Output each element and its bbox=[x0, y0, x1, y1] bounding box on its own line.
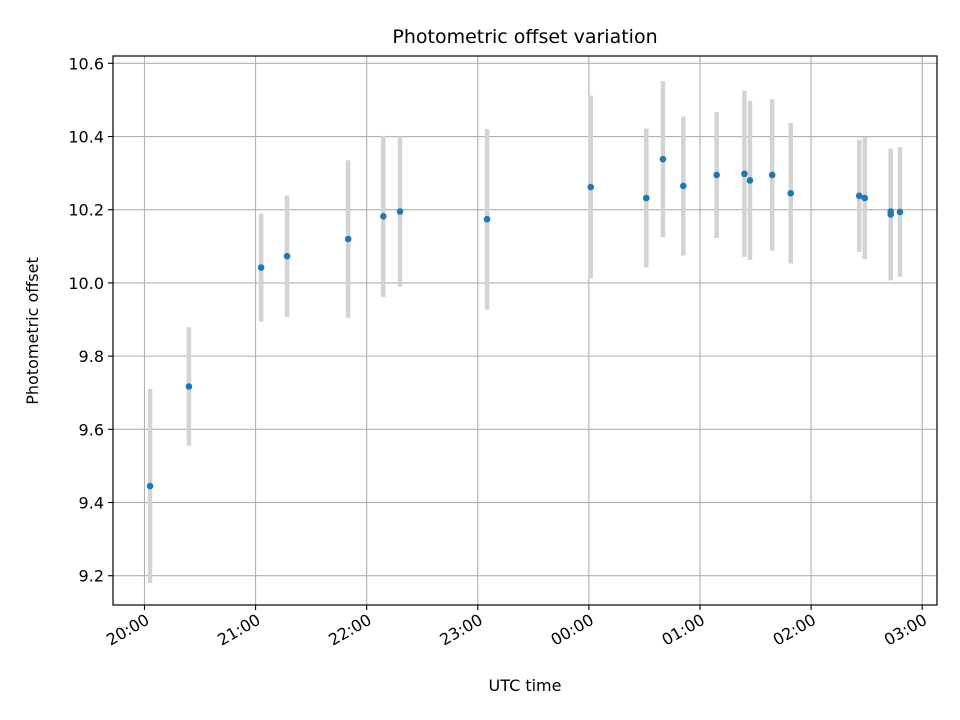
data-point bbox=[741, 170, 748, 178]
data-point bbox=[787, 189, 795, 197]
y-tick-label: 9.6 bbox=[79, 420, 104, 439]
data-points bbox=[146, 155, 904, 490]
data-point bbox=[283, 252, 291, 260]
data-point bbox=[257, 264, 265, 271]
data-point bbox=[587, 183, 595, 191]
y-tick-label: 9.4 bbox=[79, 494, 104, 513]
data-point bbox=[861, 194, 869, 202]
x-axis-title: UTC time bbox=[489, 676, 562, 695]
y-tick-label: 10.2 bbox=[68, 201, 104, 220]
y-tick-label: 10.0 bbox=[68, 274, 104, 293]
data-point bbox=[483, 215, 491, 223]
data-point bbox=[380, 213, 387, 220]
data-point bbox=[185, 383, 193, 390]
data-point bbox=[344, 235, 352, 243]
y-tick-label: 10.4 bbox=[68, 128, 104, 147]
data-point bbox=[768, 171, 776, 179]
data-point bbox=[396, 208, 404, 215]
plot-frame bbox=[112, 55, 938, 606]
y-tick-label: 9.8 bbox=[79, 347, 104, 366]
data-point bbox=[146, 482, 154, 490]
y-tick-label: 9.2 bbox=[79, 567, 104, 586]
y-tick-label: 10.6 bbox=[68, 54, 104, 73]
chart-title: Photometric offset variation bbox=[392, 26, 657, 48]
data-point bbox=[680, 182, 687, 190]
data-point bbox=[887, 208, 895, 215]
data-point bbox=[855, 192, 863, 200]
grid bbox=[113, 56, 937, 605]
y-axis: 9.2 9.4 9.6 9.8 10.0 10.2 10.4 10.6 bbox=[68, 54, 113, 586]
data-point bbox=[659, 155, 667, 163]
data-point bbox=[642, 194, 650, 202]
data-point bbox=[746, 177, 754, 184]
data-point bbox=[896, 208, 904, 216]
y-axis-title: Photometric offset bbox=[23, 257, 42, 405]
data-point bbox=[713, 171, 720, 179]
